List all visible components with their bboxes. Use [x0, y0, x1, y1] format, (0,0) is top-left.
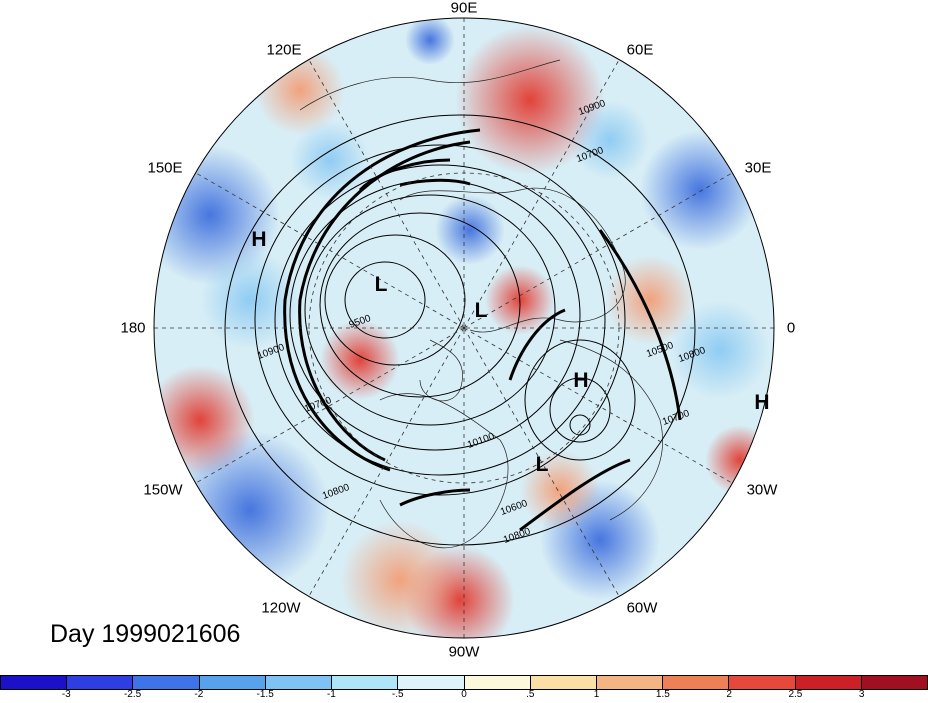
colorbar-swatch — [729, 675, 796, 690]
graticule — [154, 18, 774, 638]
colorbar-swatch — [663, 675, 730, 690]
lon-label-0: 0 — [786, 319, 796, 337]
lon-label-90w: 90W — [448, 643, 480, 661]
high-pressure-marker: H — [251, 228, 267, 251]
colorbar-tick-label: -3 — [61, 689, 71, 700]
colorbar-swatch — [596, 675, 664, 690]
low-pressure-marker: L — [535, 453, 549, 476]
colorbar-tick-label: 3 — [858, 689, 865, 700]
colorbar-tick-label: -.5 — [391, 689, 404, 700]
colorbar-tick-label: -1 — [326, 689, 336, 700]
colorbar — [0, 675, 928, 690]
map-border — [153, 17, 775, 639]
map-title: Day 1999021606 — [50, 620, 241, 648]
lon-label-60w: 60W — [626, 599, 658, 617]
colorbar-swatch — [464, 675, 531, 690]
colorbar-swatch — [265, 675, 333, 690]
lon-label-30e: 30E — [744, 159, 772, 177]
colorbar-swatch — [795, 675, 862, 690]
jet-streams — [283, 128, 682, 532]
lon-label-60e: 60E — [626, 41, 654, 59]
colorbar-swatch — [332, 675, 399, 690]
colorbar-tick-label: 0 — [461, 689, 467, 700]
lon-label-90e: 90E — [450, 0, 478, 17]
colorbar-tick-label: -2 — [194, 689, 204, 700]
colorbar-swatch — [199, 675, 266, 690]
lon-label-30w: 30W — [746, 481, 778, 499]
lon-label-180: 180 — [120, 319, 146, 337]
lon-label-120e: 120E — [266, 41, 302, 59]
colorbar-tick-label: -1.5 — [256, 689, 274, 700]
colorbar-tick-label: 2.5 — [788, 689, 803, 700]
colorbar-tick-label: 1 — [593, 689, 600, 700]
lon-label-150w: 150W — [143, 481, 183, 499]
lon-label-150e: 150E — [147, 159, 183, 177]
colorbar-tick-label: 1.5 — [655, 689, 670, 700]
colorbar-swatch — [133, 675, 200, 690]
colorbar-tick-label: 2 — [726, 689, 732, 700]
colorbar-swatch — [0, 675, 68, 690]
high-pressure-marker: H — [573, 369, 589, 392]
coastlines — [299, 59, 663, 549]
colorbar-ticks: -3 -2.5 -2 -1.5 -1 -.5 0 .5 1 1.5 2 2.5 3 — [0, 689, 928, 703]
colorbar-swatch — [67, 675, 134, 690]
lon-label-120w: 120W — [261, 599, 301, 617]
colorbar-swatch — [398, 675, 465, 690]
low-pressure-marker: L — [374, 273, 388, 296]
colorbar-swatch — [861, 675, 928, 690]
colorbar-tick-label: -2.5 — [123, 689, 142, 700]
colorbar-tick-label: .5 — [526, 689, 535, 700]
high-pressure-marker: H — [754, 391, 770, 414]
low-pressure-marker: L — [474, 299, 488, 322]
colorbar-swatch — [530, 675, 597, 690]
